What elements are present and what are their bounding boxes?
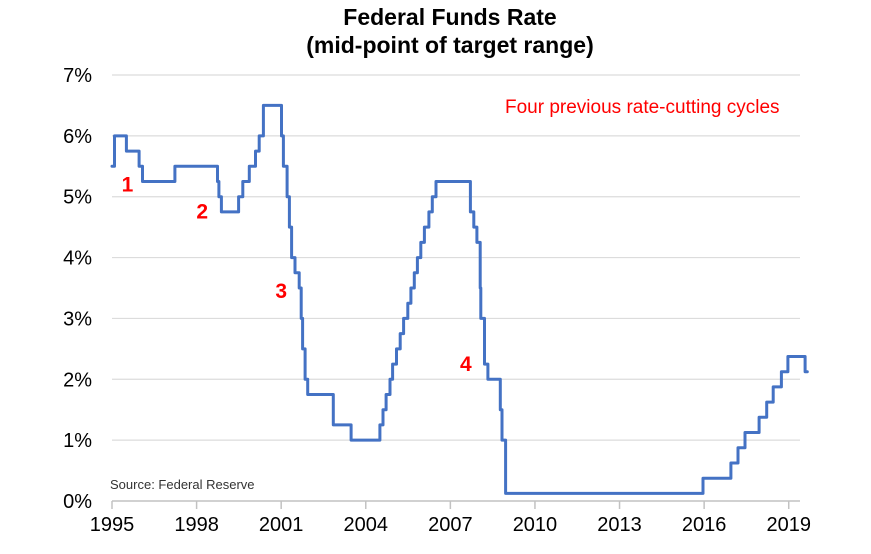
chart-title-line1: Federal Funds Rate	[343, 4, 557, 30]
x-axis-label: 1998	[174, 514, 219, 536]
cycle-number-label: 3	[275, 280, 287, 303]
annotation-rate-cutting-cycles: Four previous rate-cutting cycles	[505, 97, 780, 118]
y-axis-label: 0%	[63, 491, 92, 513]
x-axis-label: 2013	[597, 514, 642, 536]
x-axis-label: 2007	[428, 514, 473, 536]
source-note: Source: Federal Reserve	[110, 477, 255, 492]
y-axis-label: 4%	[63, 248, 92, 270]
chart-title: Federal Funds Rate (mid-point of target …	[15, 3, 871, 59]
cycle-number-label: 4	[460, 353, 472, 376]
y-axis-label: 3%	[63, 308, 92, 330]
x-axis-label: 1995	[90, 514, 135, 536]
x-axis-label: 2010	[513, 514, 558, 536]
chart-title-line2: (mid-point of target range)	[306, 32, 594, 58]
y-axis-label: 7%	[63, 65, 92, 87]
x-axis-label: 2001	[259, 514, 304, 536]
y-axis-label: 1%	[63, 430, 92, 452]
y-axis-label: 6%	[63, 126, 92, 148]
fed-funds-rate-line	[110, 103, 809, 495]
cycle-number-label: 1	[122, 174, 134, 197]
x-axis-label: 2004	[344, 514, 389, 536]
x-axis-label: 2019	[766, 514, 811, 536]
y-axis-label: 5%	[63, 187, 92, 209]
cycle-number-label: 2	[196, 200, 208, 223]
y-axis-label: 2%	[63, 369, 92, 391]
x-axis-label: 2016	[682, 514, 727, 536]
